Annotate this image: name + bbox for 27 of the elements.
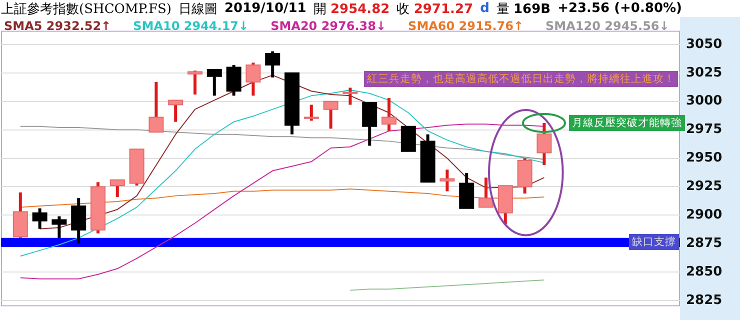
y-tick-label: 2825 [686,292,722,308]
text: SMA20 2976.38↓ [270,19,386,33]
text: 收 2971.27 [396,2,474,16]
y-tick-label: 2950 [686,150,722,166]
y-tick-label: 2900 [686,208,722,223]
y-tick-label: 2875 [686,236,722,251]
text: SMA120 2945.56↓ [546,19,670,33]
y-tick-label: 2925 [686,179,722,194]
y-tick-label: 3025 [686,65,722,80]
text: SMA10 2944.17↓ [133,19,249,33]
y-tick-label: 3050 [686,36,722,52]
y-tick-label: 3000 [686,94,722,109]
annotation: 紅三兵走勢，也是高過高低不過低日出走勢，將持續往上進攻！ [364,70,678,87]
text: +23.56 (+0.80%) [558,1,682,16]
text: SMA5 2932.52↑ [4,19,112,33]
candlestick [400,126,416,152]
chart-title: 上証參考指數(SHCOMP.FS) [1,0,172,18]
text: 開 2954.82 [313,2,390,16]
text: SMA60 2915.76↑ [408,19,524,33]
y-tick-label: 2850 [686,264,722,280]
chart-subtitle: 日線圖 [178,0,218,18]
y-tick-label: 2975 [686,122,722,138]
text: d [480,1,490,16]
text: 2019/10/11 [224,1,306,16]
text: 量 169B [496,2,551,16]
text: 月線反壓突破才能轉強 [569,114,686,131]
band-label: 缺口支撐 [629,234,679,250]
